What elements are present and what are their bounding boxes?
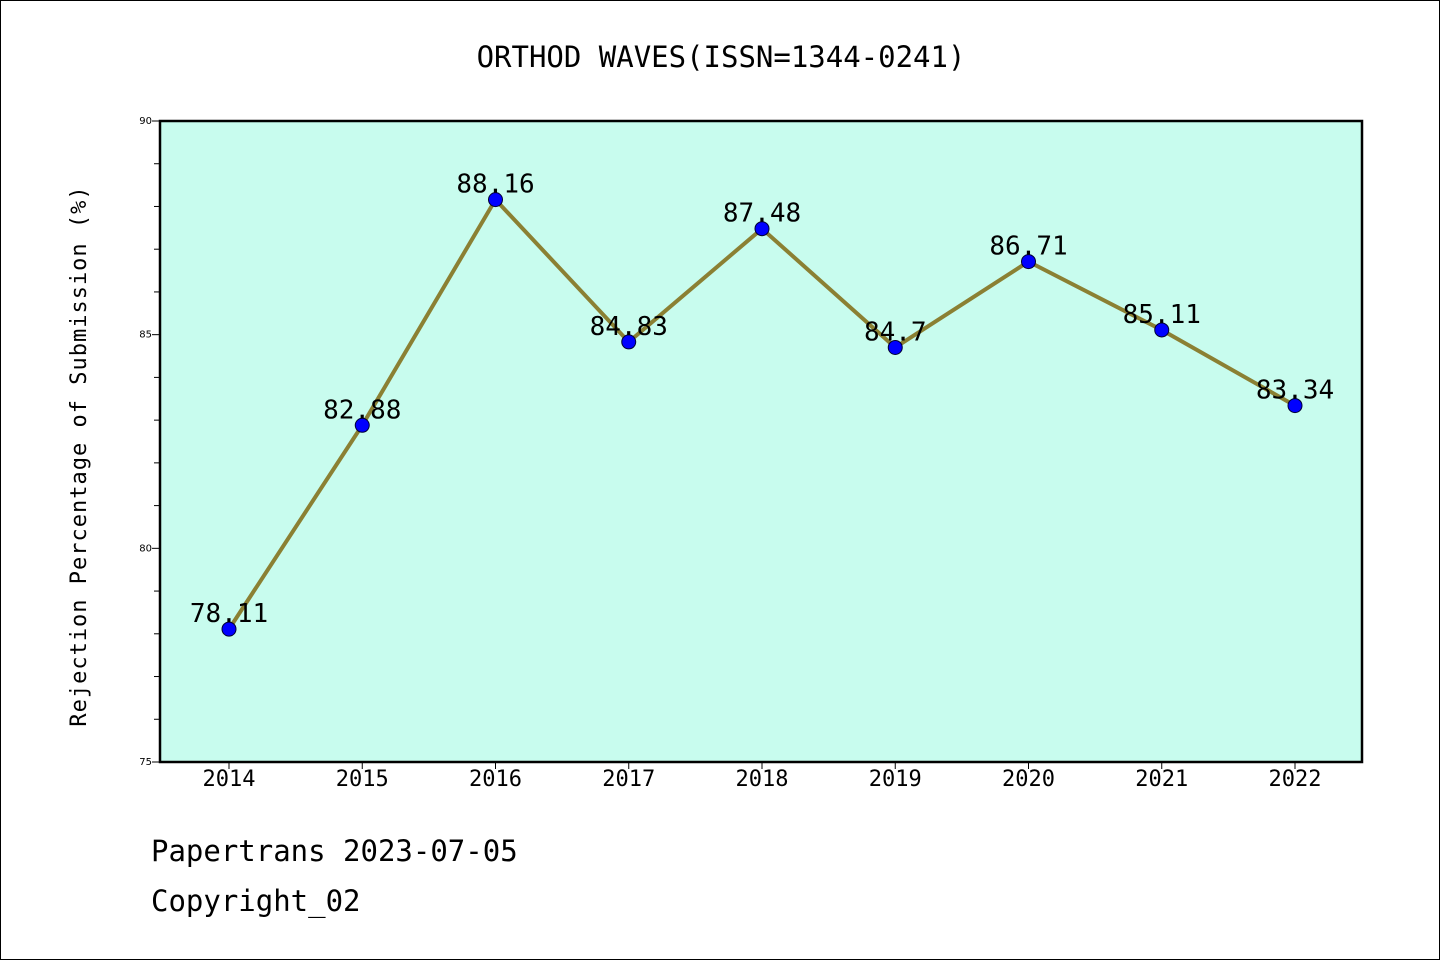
x-tick-label: 2016 <box>469 767 522 792</box>
x-tick-label: 2017 <box>602 767 655 792</box>
data-point <box>1287 398 1303 414</box>
data-point <box>1021 254 1036 270</box>
footer-copyright-text: Copyright_02 <box>151 884 361 918</box>
data-labels: 78.11 82.88 88.16 84.83 87.48 84.7 86.71 85.11 8… <box>190 170 1334 629</box>
x-tick-label: 2014 <box>203 767 256 792</box>
data-point <box>887 339 903 355</box>
data-label: 82.88 <box>323 395 401 425</box>
x-tick-label: 2022 <box>1269 767 1322 792</box>
x-tick-label: 2021 <box>1135 767 1188 792</box>
data-point <box>754 221 770 237</box>
y-tick-label: 80 <box>139 543 152 554</box>
data-label: 86.71 <box>989 232 1067 262</box>
x-tick-label: 2019 <box>869 767 922 792</box>
data-point <box>621 334 637 350</box>
data-point <box>488 192 503 208</box>
data-point <box>354 417 370 433</box>
y-axis: 75 80 85 90 <box>139 116 160 768</box>
data-label: 87.48 <box>723 199 801 229</box>
x-tick-label: 2018 <box>736 767 789 792</box>
y-tick-label: 75 <box>139 757 152 768</box>
data-point <box>1154 322 1170 338</box>
x-axis: 2014 2015 2016 2017 2018 2019 2020 2021 2022 <box>203 762 1322 792</box>
data-label: 78.11 <box>190 599 268 629</box>
x-tick-label: 2015 <box>336 767 389 792</box>
data-points <box>221 192 1303 637</box>
data-label: 88.16 <box>456 170 534 200</box>
data-point <box>221 621 237 637</box>
data-label: 85.11 <box>1123 300 1201 330</box>
y-axis-label: Rejection Percentage of Submission (%) <box>67 185 92 726</box>
data-label: 84.7 <box>864 317 927 347</box>
chart-title: ORTHOD WAVES(ISSN=1344-0241) <box>477 40 966 74</box>
y-tick-label: 90 <box>139 116 152 127</box>
y-tick-label: 85 <box>139 330 152 341</box>
x-tick-label: 2020 <box>1002 767 1055 792</box>
footer-date-text: Papertrans 2023-07-05 <box>151 834 518 868</box>
data-label: 84.83 <box>590 312 668 342</box>
data-label: 83.34 <box>1256 376 1334 406</box>
